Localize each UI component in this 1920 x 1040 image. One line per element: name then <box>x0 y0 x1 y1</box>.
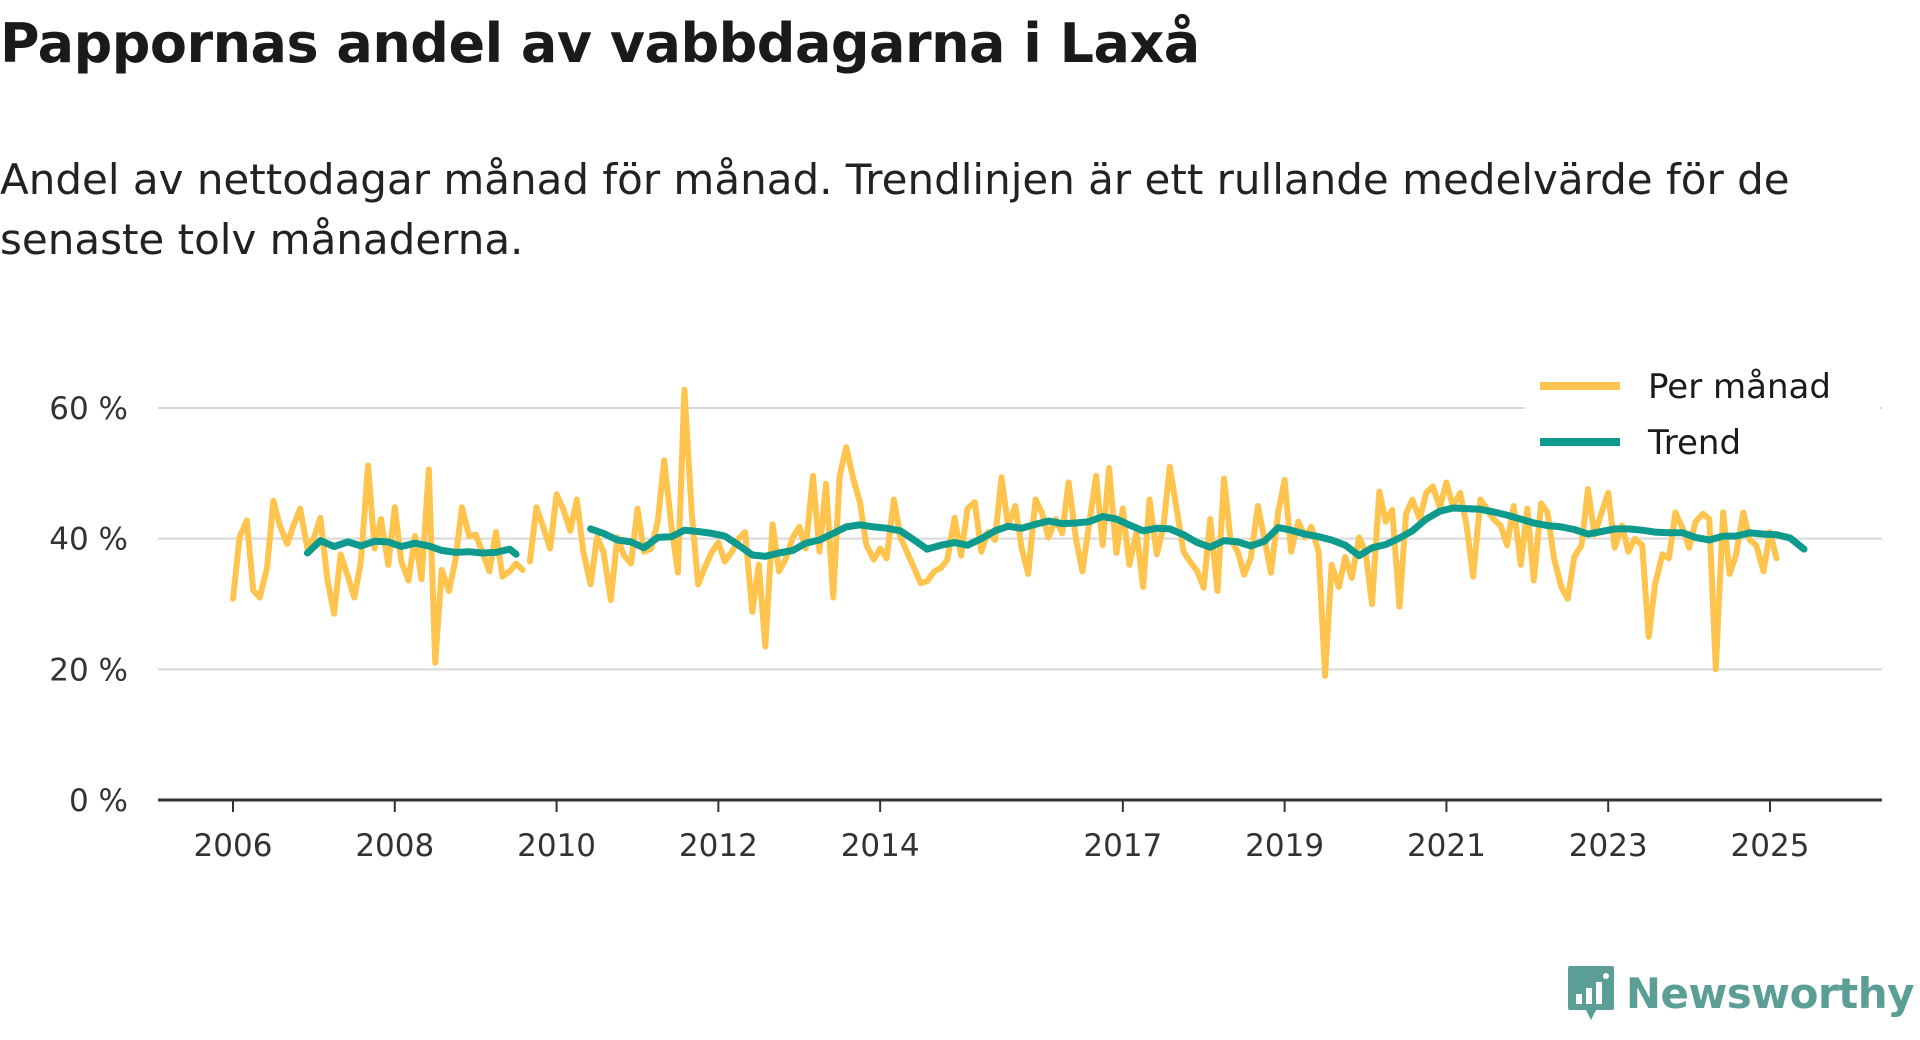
trend-line-segment <box>303 537 520 558</box>
x-tick-label: 2017 <box>1083 828 1162 864</box>
x-tick-label: 2014 <box>841 828 920 864</box>
x-tick-label: 2023 <box>1569 828 1648 864</box>
y-tick-label: 40 % <box>49 522 128 558</box>
x-tick-label: 2012 <box>679 828 758 864</box>
brand-name: Newsworthy <box>1625 968 1915 1018</box>
x-tick-label: 2008 <box>355 828 434 864</box>
page-title: Pappornas andel av vabbdagarna i Laxå <box>0 12 1200 75</box>
y-tick-label: 60 % <box>49 391 128 427</box>
chart-subtitle: Andel av nettodagar månad för månad. Tre… <box>0 155 1790 264</box>
y-tick-label: 20 % <box>49 652 128 688</box>
y-tick-label: 0 % <box>69 783 128 819</box>
legend-background <box>1525 362 1880 472</box>
series-layer <box>230 386 1808 679</box>
x-tick-label: 2021 <box>1407 828 1486 864</box>
legend: Per månad Trend <box>1525 362 1880 472</box>
brand-logo: Newsworthy <box>1566 964 1915 1022</box>
x-tick-label: 2019 <box>1245 828 1324 864</box>
axes: 0 % 20 % 40 % 60 % 2006 2008 2010 2012 2014 2017 2… <box>49 391 1882 864</box>
series-trend <box>303 504 1808 560</box>
legend-label-monthly: Per månad <box>1648 367 1831 407</box>
monthly-line-segment <box>230 462 526 666</box>
x-tick-label: 2025 <box>1731 828 1810 864</box>
x-tick-label: 2006 <box>194 828 273 864</box>
x-tick-label: 2010 <box>517 828 596 864</box>
newsworthy-logo-icon <box>1567 966 1614 1020</box>
trend-line-segment <box>587 504 1808 560</box>
legend-label-trend: Trend <box>1647 423 1741 463</box>
